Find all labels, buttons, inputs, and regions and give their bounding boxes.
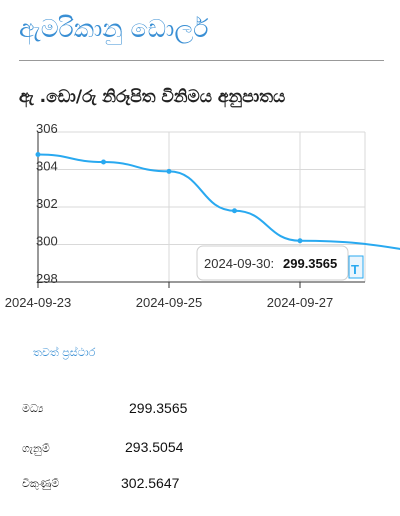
data-point: [166, 168, 172, 174]
y-tick-label: 306: [36, 121, 58, 136]
tooltip-value: 299.3565: [283, 256, 337, 271]
data-point: [232, 208, 237, 214]
chart-series: [35, 152, 400, 250]
y-tick-label: 300: [36, 234, 58, 249]
data-point: [101, 159, 106, 165]
more-charts-link[interactable]: තවත් ප්‍රස්ථාර: [33, 346, 96, 359]
y-tick-label: 298: [36, 271, 58, 286]
buying-rate-label: ගැනුම්: [22, 442, 50, 455]
exchange-rate-chart: 298 300 302 304 306 2024-09-23 2024-09-25 2024-…: [0, 120, 400, 320]
chart-axes: 298 300 302 304 306 2024-09-23 2024-09-25 2024-…: [5, 121, 365, 310]
page-title: ඇමරිකානු ඩොලර්: [19, 14, 209, 43]
svg-text:T: T: [351, 262, 359, 277]
tooltip-date: 2024-09-30:: [204, 256, 274, 271]
y-tick-label: 304: [36, 159, 58, 174]
x-tick-label: 2024-09-23: [5, 295, 72, 310]
buying-rate-value: 293.5054: [125, 439, 184, 455]
data-point: [297, 238, 303, 244]
selling-rate-label: විකුණුම්: [22, 477, 60, 490]
title-divider: [19, 60, 384, 61]
mid-rate-value: 299.3565: [129, 400, 188, 416]
tooltip-box: [196, 245, 349, 281]
t-logo-icon: T: [348, 255, 364, 279]
x-tick-label: 2024-09-27: [267, 295, 334, 310]
chart-svg: 298 300 302 304 306 2024-09-23 2024-09-25 2024-…: [5, 121, 400, 310]
data-point: [35, 152, 41, 157]
chart-tooltip: 2024-09-30: 299.3565 T: [196, 245, 364, 281]
mid-rate-label: මධ්‍ය: [22, 402, 44, 415]
x-tick-label: 2024-09-25: [136, 295, 203, 310]
chart-heading: ඇ .ඩො/රු නිරූපිත විනිමය අනුපාතය: [19, 87, 286, 107]
y-tick-label: 302: [36, 196, 58, 211]
selling-rate-value: 302.5647: [121, 475, 180, 491]
